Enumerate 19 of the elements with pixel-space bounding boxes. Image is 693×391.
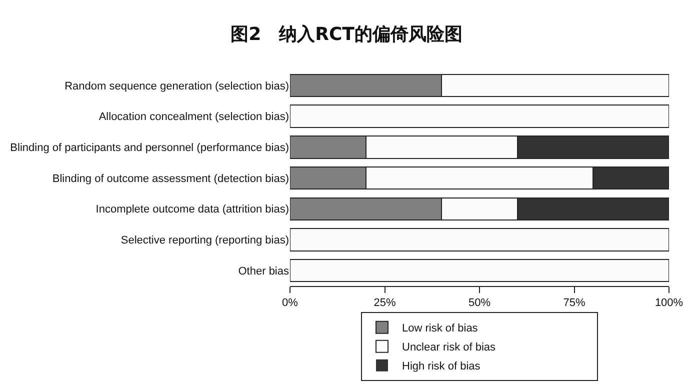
y-tick-label: Allocation concealment (selection bias) bbox=[98, 111, 289, 124]
x-tick-label: 25% bbox=[374, 297, 396, 310]
y-tick-label: Random sequence generation (selection bias) bbox=[64, 80, 289, 92]
y-tick-label: Blinding of participants and personnel (performance bias) bbox=[10, 142, 289, 154]
y-tick-label: Selective reporting (reporting bias) bbox=[120, 234, 289, 247]
x-tick-label: 50% bbox=[468, 297, 491, 310]
chart-title: 图2 纳入RCT的偏倚风险图 bbox=[230, 24, 462, 45]
y-tick-label: Other bias bbox=[238, 265, 290, 278]
x-tick-label: 0% bbox=[282, 297, 298, 310]
bar bbox=[290, 258, 669, 282]
x-tick-label: 75% bbox=[563, 297, 586, 310]
x-tick-label: 100% bbox=[654, 297, 684, 310]
y-tick-label: Blinding of outcome assessment (detection bias) bbox=[52, 172, 289, 185]
legend-label: Unclear risk of bias bbox=[402, 342, 496, 354]
legend-label: High risk of bias bbox=[402, 360, 481, 373]
bar bbox=[290, 104, 669, 128]
y-tick-label: Incomplete outcome data (attrition bias) bbox=[96, 204, 289, 216]
bar bbox=[290, 228, 669, 252]
legend-label: Low risk of bias bbox=[402, 322, 478, 335]
